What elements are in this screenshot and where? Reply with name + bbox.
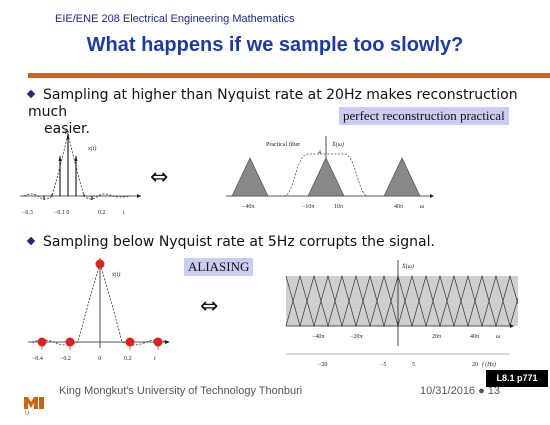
tick-label: 10π <box>334 204 343 210</box>
peak-label: 4 <box>318 150 321 156</box>
figure-sampled-signal-slow: x̄(t) −0.4 −0.2 0 0.2 t <box>28 258 170 362</box>
university-name: King Mongkut's University of Technology … <box>59 385 303 397</box>
axis-label: t <box>154 356 156 362</box>
tick-label: −0.1 0 <box>54 210 69 216</box>
svg-text:U: U <box>25 411 29 416</box>
diamond-bullet-icon <box>26 89 36 99</box>
axis-label: ω <box>496 334 500 340</box>
figure-spectrum-fast: Practical filter 4 X̄(ω) −40π −10π 10π 4… <box>226 136 434 210</box>
tick-label: 0.2 <box>98 210 106 216</box>
figure-spectrum-aliased: X̄(ω) −40π −20π 20π 40π ω −20 −5 5 20 f … <box>285 260 519 368</box>
title-divider <box>28 73 550 78</box>
tick-label: −0.3 <box>22 210 33 216</box>
callout-perfect-reconstruction: perfect reconstruction practical <box>339 107 509 125</box>
tick-label: −20 <box>318 362 327 368</box>
course-title: EIE/ENE 208 Electrical Engineering Mathe… <box>55 13 295 25</box>
tick-label: −5 <box>380 362 386 368</box>
signal-label: x(t) <box>87 145 96 152</box>
tick-label: 20 <box>472 362 478 368</box>
axis-label: ω <box>420 204 424 210</box>
tick-label: −40π <box>242 204 254 210</box>
tick-label: 0.2 <box>124 356 132 362</box>
callout-aliasing: ALIASING <box>184 258 254 276</box>
tick-label: 0 <box>98 356 101 362</box>
axis-label: f (Hz) <box>482 361 496 368</box>
tick-label: −40π <box>312 334 324 340</box>
tick-label: 40π <box>470 334 479 340</box>
tick-label: 40π <box>394 204 403 210</box>
bullet-nyquist-high: Sampling at higher than Nyquist rate at … <box>26 87 533 138</box>
slide-date-number: 10/31/2016 ● 13 <box>420 385 501 397</box>
equivalence-arrow-icon: ⇔ <box>150 165 169 190</box>
axis-label: t <box>123 210 125 216</box>
bullet-text: Sampling at higher than Nyquist rate at … <box>28 87 518 120</box>
bullet-text: Sampling below Nyquist rate at 5Hz corru… <box>43 234 435 250</box>
bullet-nyquist-low: Sampling below Nyquist rate at 5Hz corru… <box>26 234 435 251</box>
tick-label: −0.4 <box>32 356 43 362</box>
tick-label: −10π <box>302 204 314 210</box>
tick-label: 5 <box>412 362 415 368</box>
spectrum-label: X̄(ω) <box>401 263 414 270</box>
university-logo-icon: U <box>22 394 46 416</box>
bullet-text-continued: easier. <box>44 121 90 137</box>
tick-label: 20π <box>432 334 441 340</box>
signal-label: x̄(t) <box>111 271 120 278</box>
filter-label: Practical filter <box>266 141 300 148</box>
spectrum-label: X̄(ω) <box>331 141 344 148</box>
equivalence-arrow-icon: ⇔ <box>200 294 219 319</box>
tick-label: −0.2 <box>60 356 71 362</box>
diamond-bullet-icon <box>26 236 36 246</box>
figure-sampled-signal-fast: 1 x(t) −0.3 −0.1 0 0.2 t <box>20 130 141 216</box>
peak-label: 1 <box>64 130 67 136</box>
slide-reference-badge: L8.1 p771 <box>486 370 548 387</box>
slide-title: What happens if we sample too slowly? <box>86 34 464 56</box>
tick-label: −20π <box>350 334 362 340</box>
